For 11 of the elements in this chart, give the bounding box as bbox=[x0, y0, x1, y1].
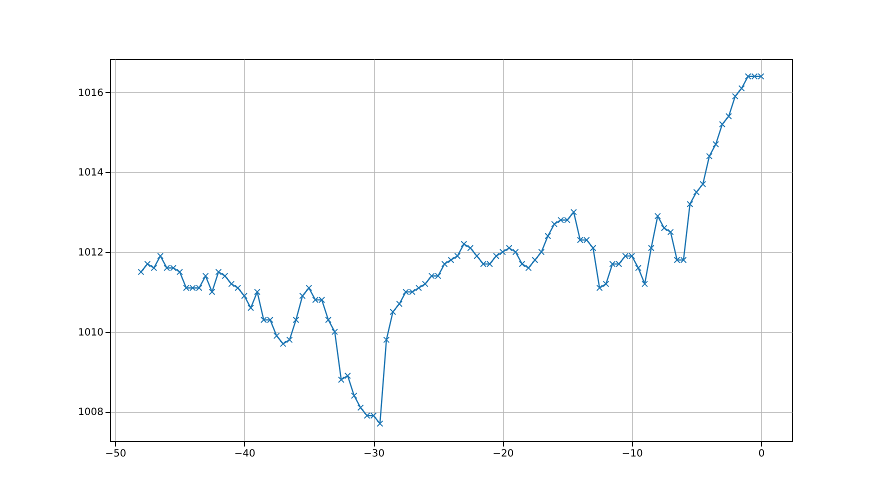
y-tick-label: 1010 bbox=[78, 327, 104, 338]
x-tick-label: −20 bbox=[492, 448, 514, 460]
x-tick-label: −10 bbox=[622, 448, 643, 460]
y-tick-label: 1016 bbox=[78, 88, 104, 99]
y-tick-label: 1012 bbox=[78, 247, 104, 258]
y-tick-label: 1014 bbox=[78, 168, 104, 179]
x-tick-label: −30 bbox=[363, 448, 385, 460]
x-tick-label: −40 bbox=[234, 448, 256, 460]
x-tick-label: 0 bbox=[758, 448, 765, 460]
y-tick-label: 1008 bbox=[78, 407, 104, 418]
x-tick-label: −50 bbox=[105, 448, 126, 460]
